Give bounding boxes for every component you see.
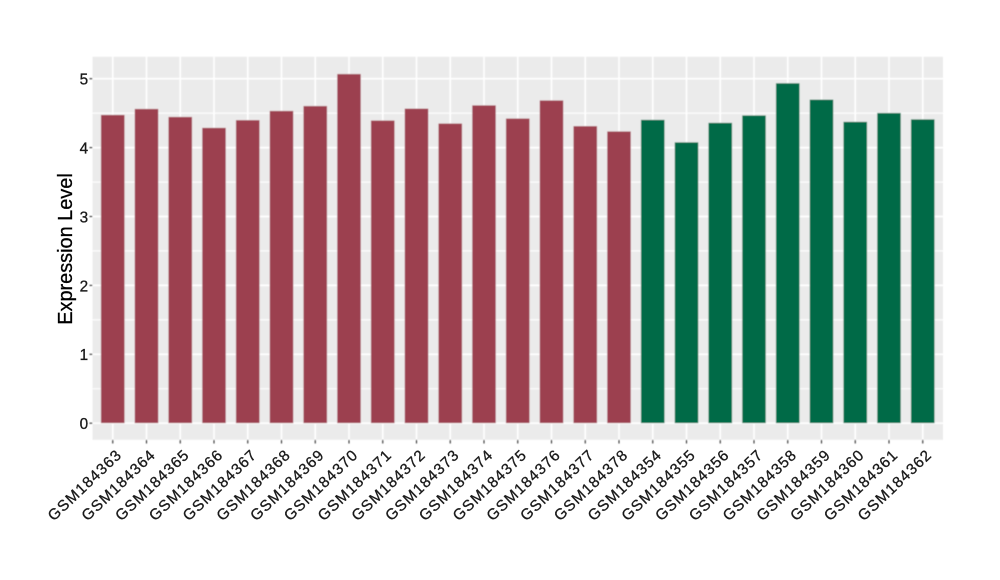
svg-text:Expression Level: Expression Level	[55, 173, 77, 324]
svg-text:5: 5	[80, 72, 89, 89]
svg-text:4: 4	[80, 141, 89, 158]
svg-text:1: 1	[80, 347, 89, 364]
svg-text:3: 3	[80, 209, 89, 226]
svg-text:2: 2	[80, 278, 89, 295]
svg-text:0: 0	[80, 416, 89, 433]
